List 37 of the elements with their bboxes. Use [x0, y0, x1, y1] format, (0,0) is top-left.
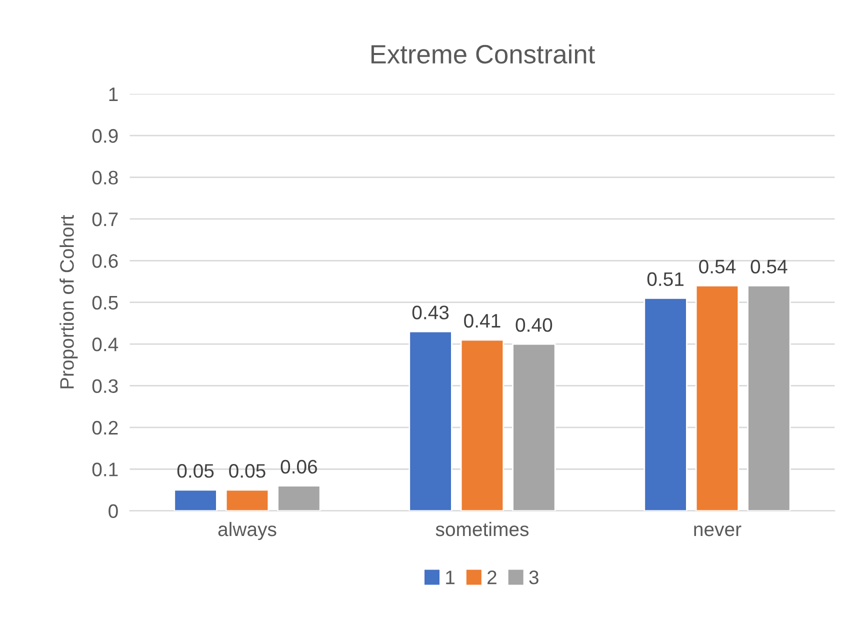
- y-tick-label: 0.6: [92, 254, 118, 268]
- chart-title: Extreme Constraint: [371, 44, 595, 64]
- x-tick-label: never: [694, 526, 742, 536]
- data-label: 0.40: [516, 318, 552, 332]
- y-tick-label: 0.3: [92, 379, 118, 393]
- data-label: 0.05: [229, 464, 266, 478]
- y-axis-title: Proportion of Cohort: [60, 214, 78, 388]
- legend-label: 3: [529, 570, 538, 584]
- bar: [460, 339, 504, 511]
- bar: [695, 284, 740, 511]
- data-label: 0.43: [412, 306, 449, 320]
- bar: [512, 343, 556, 511]
- data-label: 0.41: [464, 314, 500, 328]
- x-tick-label: sometimes: [436, 522, 529, 536]
- legend-label: 1: [446, 570, 454, 584]
- y-tick-label: 0.9: [92, 129, 118, 143]
- bar: [408, 330, 452, 511]
- data-label: 0.54: [750, 260, 788, 274]
- y-tick-label: 1: [109, 88, 118, 101]
- bar: [277, 485, 321, 511]
- bar: [174, 489, 218, 511]
- y-tick-label: 0.2: [92, 420, 118, 435]
- data-label: 0.06: [280, 460, 318, 474]
- bar: [225, 489, 270, 511]
- data-label: 0.05: [177, 464, 214, 478]
- bar: [747, 284, 791, 511]
- bar: [644, 297, 688, 511]
- y-tick-label: 0.4: [92, 338, 118, 352]
- y-tick-label: 0.8: [92, 170, 118, 185]
- x-tick-label: always: [218, 522, 276, 540]
- y-tick-label: 0: [108, 504, 118, 518]
- data-label: 0.51: [647, 272, 684, 286]
- legend-label: 2: [488, 570, 496, 584]
- y-tick-label: 0.5: [92, 296, 118, 310]
- y-tick-label: 0.1: [92, 462, 118, 476]
- data-label: 0.54: [699, 260, 736, 274]
- y-tick-label: 0.7: [92, 212, 118, 226]
